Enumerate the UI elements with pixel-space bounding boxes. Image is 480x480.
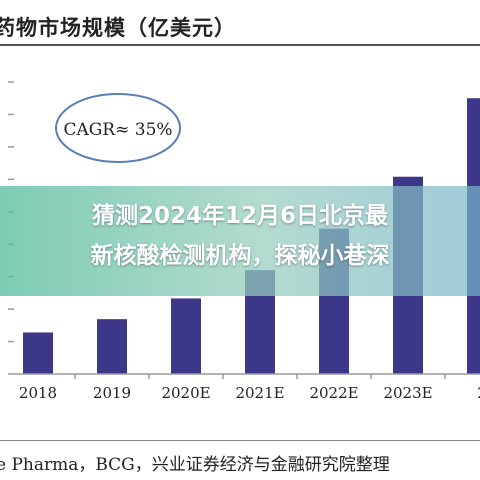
headline-line-2: 新核酸检测机构，探秘小巷深: [90, 243, 390, 269]
x-tick-label: 2018: [19, 384, 57, 402]
source-divider: [0, 440, 480, 441]
x-tick-label: 2: [477, 384, 480, 402]
x-tick-label: 2021E: [235, 384, 284, 402]
x-tick-label: 2020E: [161, 384, 210, 402]
headline-overlay: [0, 186, 480, 296]
article-headline[interactable]: 猜测2024年12月6日北京最 新核酸检测机构，探秘小巷深: [0, 196, 480, 276]
x-tick-label: 2023E: [383, 384, 432, 402]
source-note: e Pharma，BCG，兴业证券经济与金融研究院整理: [0, 455, 390, 475]
cagr-ellipse: [55, 93, 181, 163]
title-divider: [0, 44, 480, 46]
cagr-annotation: CAGR≈ 35%: [63, 120, 172, 140]
bar-2018: [23, 332, 53, 374]
x-axis-labels: 2018 2019 2020E 2021E 2022E 2023E 2: [19, 374, 480, 402]
headline-line-1: 猜测2024年12月6日北京最: [91, 203, 389, 229]
x-tick-label: 2022E: [309, 384, 358, 402]
bar-2020E: [171, 298, 201, 374]
x-tick-label: 2019: [93, 384, 131, 402]
chart-title: 药物市场规模（亿美元）: [0, 15, 236, 40]
bar-2019: [97, 319, 127, 374]
